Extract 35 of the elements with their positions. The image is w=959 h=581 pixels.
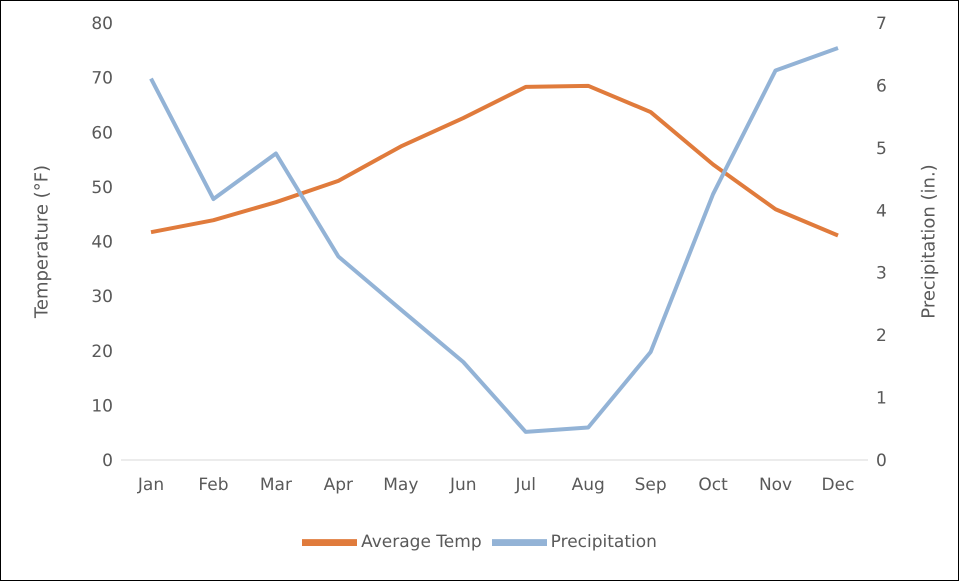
- y2-tick-label: 4: [876, 201, 887, 222]
- y2-tick-label: 0: [876, 451, 887, 472]
- x-tick-label: Nov: [758, 475, 792, 496]
- y-tick-label: 10: [91, 396, 113, 416]
- x-tick-label: Mar: [260, 475, 292, 496]
- y2-axis-title: Precipitation (in.): [918, 164, 940, 319]
- legend-label: Average Temp: [361, 532, 482, 552]
- x-tick-label: May: [383, 475, 418, 496]
- y-tick-label: 60: [91, 123, 113, 144]
- x-tick-label: Oct: [698, 475, 728, 496]
- x-tick-label: Apr: [324, 475, 354, 496]
- x-tick-label: Feb: [198, 475, 229, 496]
- y-tick-label: 30: [91, 287, 113, 308]
- y2-tick-label: 2: [876, 326, 887, 346]
- y-tick-label: 80: [91, 14, 113, 34]
- line-series: [149, 46, 840, 434]
- y-axis-title: Temperature (°F): [31, 164, 52, 320]
- y-tick-label: 70: [91, 68, 113, 89]
- y-tick-label: 20: [91, 342, 113, 362]
- x-tick-label: Sep: [634, 475, 667, 496]
- legend-label: Precipitation: [550, 532, 657, 552]
- y2-tick-label: 5: [876, 138, 887, 159]
- y-tick-label: 0: [102, 451, 113, 472]
- line-series: [149, 84, 840, 238]
- y-tick-label: 40: [91, 232, 113, 253]
- y2-tick-label: 7: [876, 14, 887, 34]
- y2-tick-label: 6: [876, 76, 887, 96]
- x-tick-label: Jun: [448, 475, 477, 496]
- x-tick-label: Dec: [822, 475, 854, 496]
- x-tick-label: Jul: [514, 475, 536, 496]
- x-tick-label: Jan: [136, 475, 164, 496]
- y-tick-label: 50: [91, 178, 113, 198]
- y2-tick-label: 3: [876, 264, 887, 284]
- x-tick-label: Aug: [572, 475, 605, 496]
- y2-tick-label: 1: [876, 388, 887, 409]
